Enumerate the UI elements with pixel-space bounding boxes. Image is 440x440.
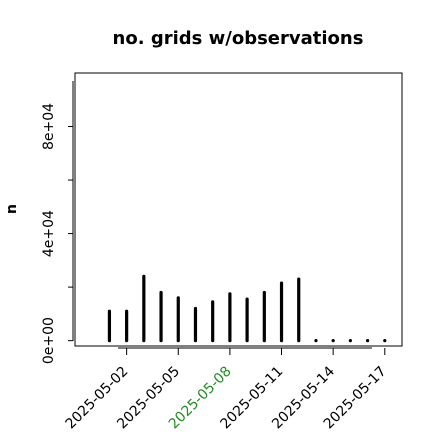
y-tick-label: 4e+04 <box>41 210 57 257</box>
y-tick-label: 0e+00 <box>41 317 57 364</box>
bar-series <box>107 274 387 343</box>
y-tick-label: 8e+04 <box>41 103 57 150</box>
y-axis-label: n <box>4 204 20 214</box>
chart-title: no. grids w/observations <box>113 28 364 49</box>
y-axis: 0e+00 4e+04 8e+04 <box>41 103 73 364</box>
x-axis: 2025-05-022025-05-052025-05-082025-05-11… <box>63 348 390 432</box>
plot-frame <box>74 72 403 347</box>
